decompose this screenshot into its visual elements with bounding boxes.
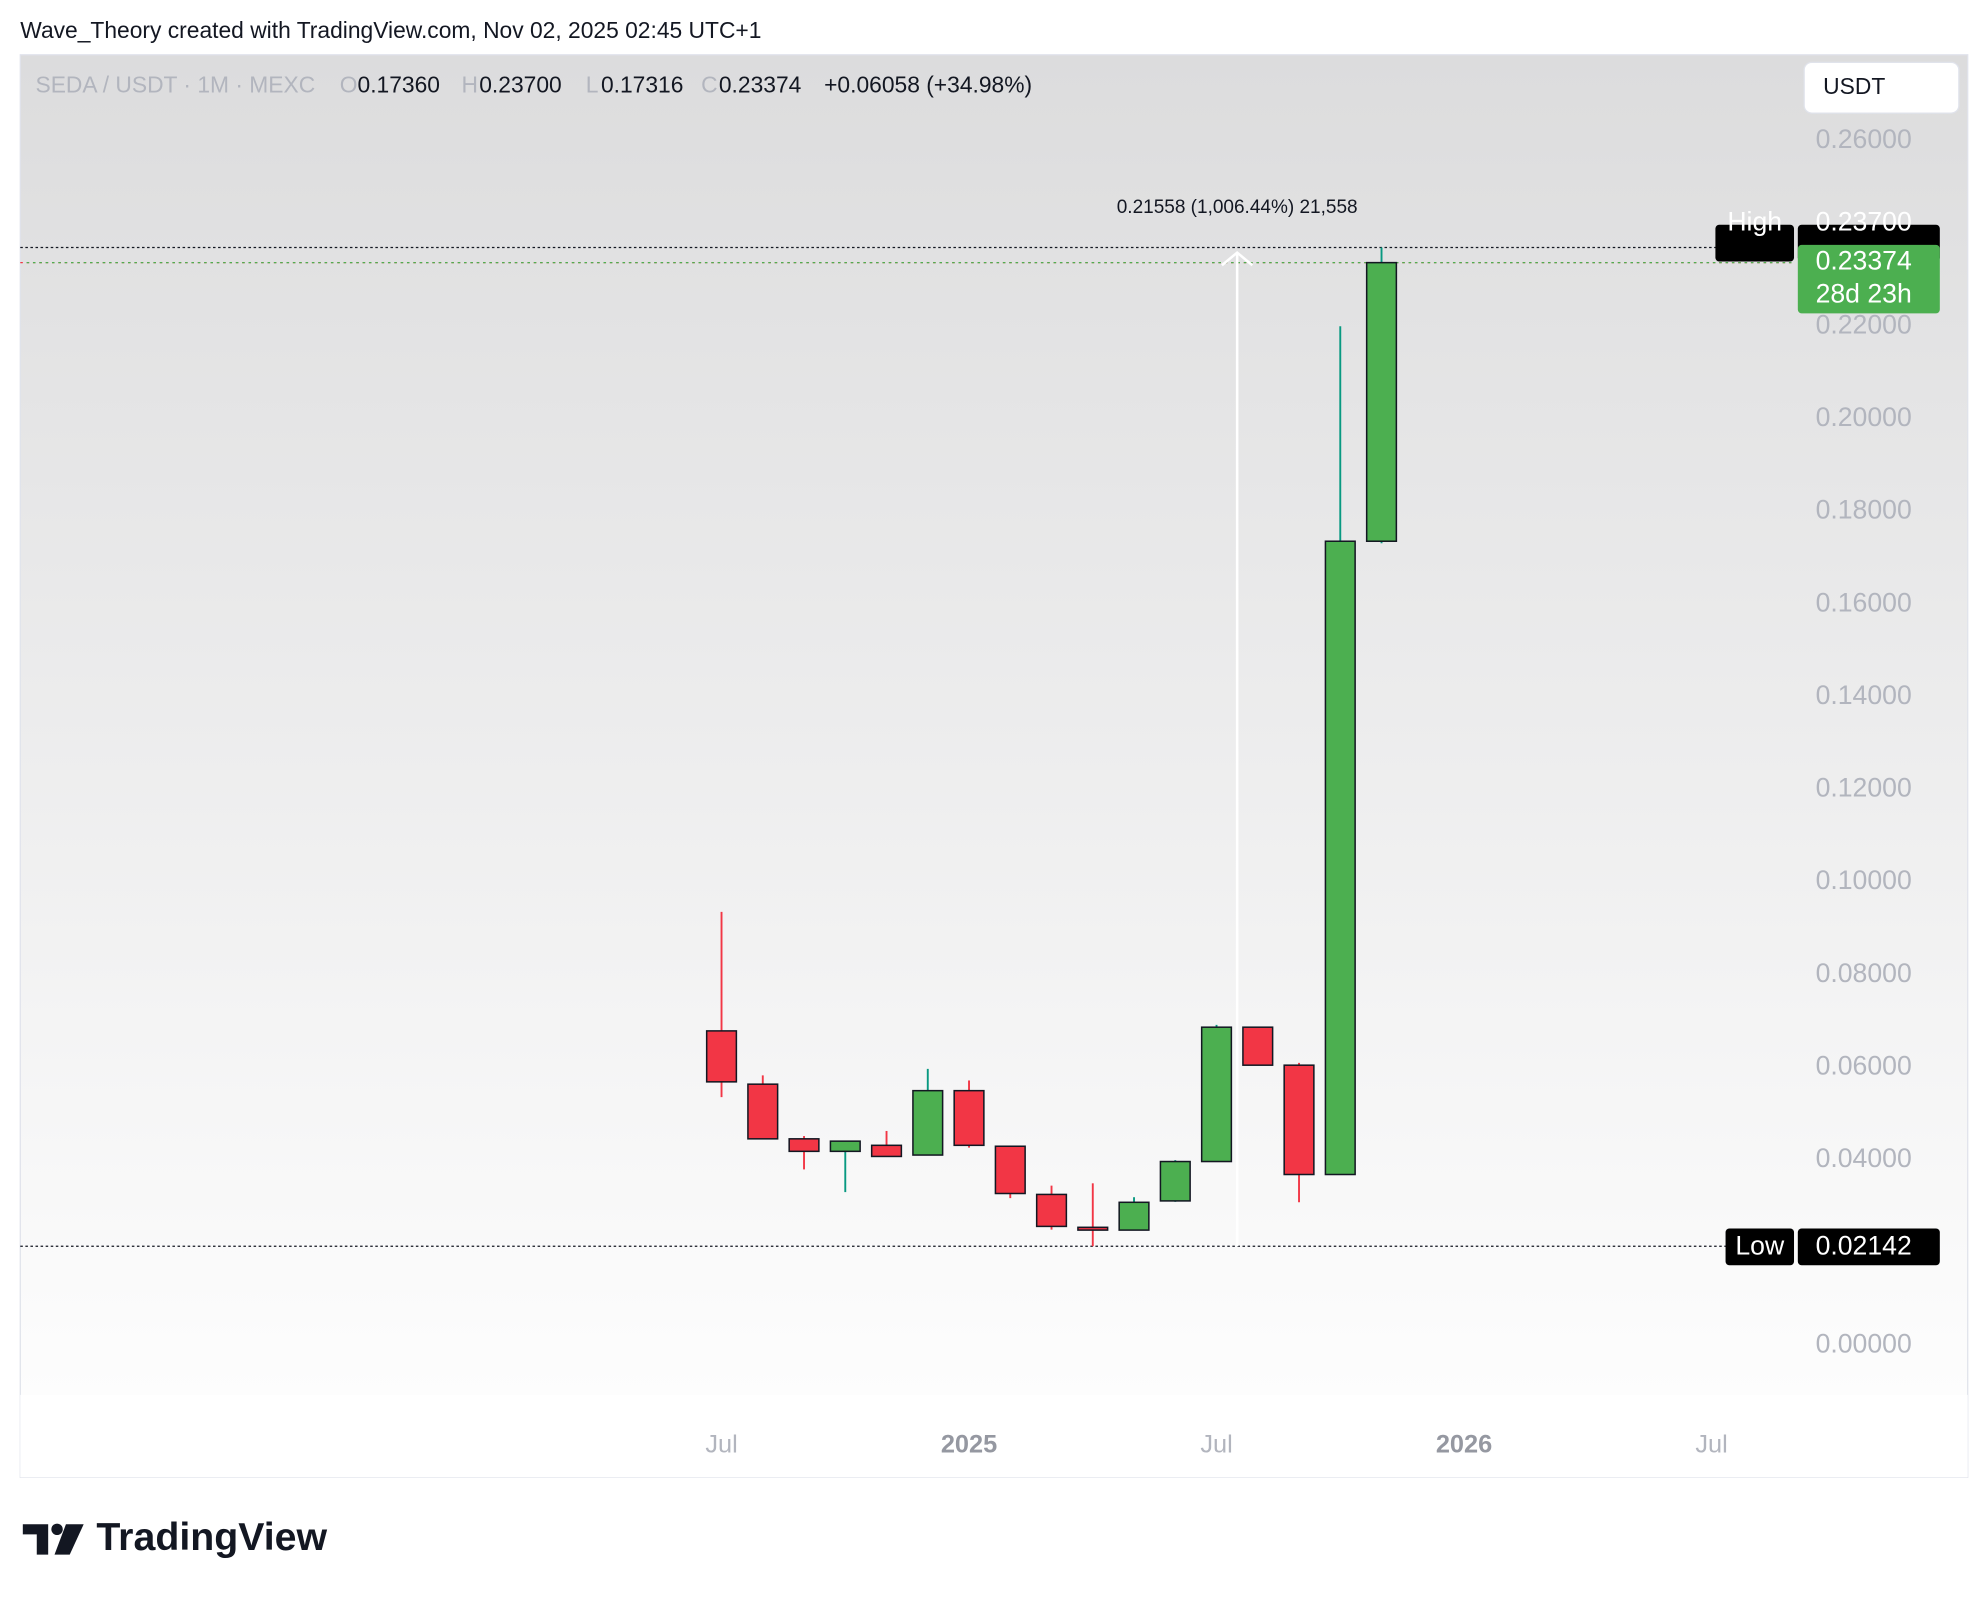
logo-mark bbox=[51, 1523, 63, 1535]
y-tick-label: 0.26000 bbox=[1816, 124, 1912, 154]
y-tick-label: 0.06000 bbox=[1816, 1051, 1912, 1081]
candle-body bbox=[912, 1089, 944, 1156]
high-price-text: 0.23700 bbox=[1816, 206, 1912, 236]
candle-body bbox=[1365, 261, 1398, 542]
candle-body bbox=[953, 1089, 985, 1147]
candle-body bbox=[1159, 1160, 1191, 1202]
time-axis-bg bbox=[20, 1394, 1968, 1478]
legend-value: 0.23700 bbox=[479, 71, 561, 97]
legend-value: 0.17360 bbox=[358, 71, 440, 97]
low-tag bbox=[1725, 1228, 1795, 1266]
measure-head bbox=[1221, 250, 1254, 267]
low-tag-text: Low bbox=[1735, 1231, 1785, 1261]
chart-pane bbox=[19, 54, 1969, 1478]
y-tick-label: 0.16000 bbox=[1816, 587, 1912, 617]
currency[interactable]: USDT bbox=[1823, 73, 1885, 99]
candle-body bbox=[829, 1140, 861, 1153]
y-tick-label: 0.10000 bbox=[1816, 865, 1912, 895]
brand: TradingView bbox=[96, 1515, 327, 1559]
candle-body bbox=[1118, 1201, 1150, 1231]
legend-key: O bbox=[340, 71, 358, 97]
candle-body bbox=[1077, 1226, 1109, 1231]
high-tag-text: High bbox=[1727, 206, 1782, 236]
y-tick-label: 0.20000 bbox=[1816, 402, 1912, 432]
symbol: SEDA / USDT · 1M · MEXC bbox=[35, 71, 315, 97]
y-tick-label: 0.12000 bbox=[1816, 773, 1912, 803]
candle-body bbox=[1200, 1026, 1233, 1163]
current-price-text: 0.23374 bbox=[1816, 246, 1912, 276]
logo: TradingView bbox=[22, 1515, 328, 1559]
x-tick-label: Jul bbox=[705, 1430, 737, 1458]
plot: 0.000000.020000.040000.060000.080000.100… bbox=[20, 124, 1940, 1458]
low-price-text: 0.02142 bbox=[1816, 1231, 1912, 1261]
candle-body bbox=[705, 1030, 738, 1083]
y-tick-label: 0.18000 bbox=[1816, 495, 1912, 525]
x-tick-label: 2026 bbox=[1436, 1430, 1492, 1458]
x-tick-label: 2025 bbox=[941, 1430, 997, 1458]
y-tick-label: 0.08000 bbox=[1816, 958, 1912, 988]
current-price bbox=[1797, 244, 1940, 314]
candle-body bbox=[1242, 1026, 1274, 1066]
y-tick-label: 0.00000 bbox=[1816, 1328, 1912, 1358]
x-tick-label: Jul bbox=[1695, 1430, 1727, 1458]
legend-key: L bbox=[586, 71, 599, 97]
x-tick-label: Jul bbox=[1200, 1430, 1232, 1458]
high-tag bbox=[1715, 224, 1795, 262]
low-price bbox=[1797, 1228, 1940, 1266]
y-tick-label: 0.14000 bbox=[1816, 680, 1912, 710]
candle-body bbox=[747, 1083, 779, 1140]
legend-key: C bbox=[701, 71, 717, 97]
candle-body bbox=[870, 1144, 903, 1158]
measure-label: 0.21558 (1,006.44%) 21,558 bbox=[1117, 197, 1358, 218]
legend-key: H bbox=[462, 71, 478, 97]
legend-value: 0.23374 bbox=[719, 71, 802, 97]
logo-mark bbox=[54, 1524, 84, 1555]
legend-change: +0.06058 (+34.98%) bbox=[824, 71, 1032, 97]
y-tick-label: 0.04000 bbox=[1816, 1143, 1912, 1173]
currency-button[interactable] bbox=[1803, 61, 1960, 114]
logo-mark bbox=[22, 1524, 49, 1555]
attribution: Wave_Theory created with TradingView.com… bbox=[20, 17, 761, 43]
ohlc-legend: SEDA / USDT · 1M · MEXC O 0.17360 H 0.23… bbox=[35, 71, 1032, 97]
candle-body bbox=[1283, 1064, 1315, 1176]
y-tick-label: 0.22000 bbox=[1816, 309, 1912, 339]
legend-value: 0.17316 bbox=[601, 71, 683, 97]
candle-body bbox=[1324, 540, 1356, 1176]
candle-body bbox=[788, 1138, 820, 1153]
candle-body bbox=[994, 1145, 1026, 1195]
countdown: 28d 23h bbox=[1816, 279, 1912, 309]
candle-body bbox=[1035, 1193, 1068, 1228]
